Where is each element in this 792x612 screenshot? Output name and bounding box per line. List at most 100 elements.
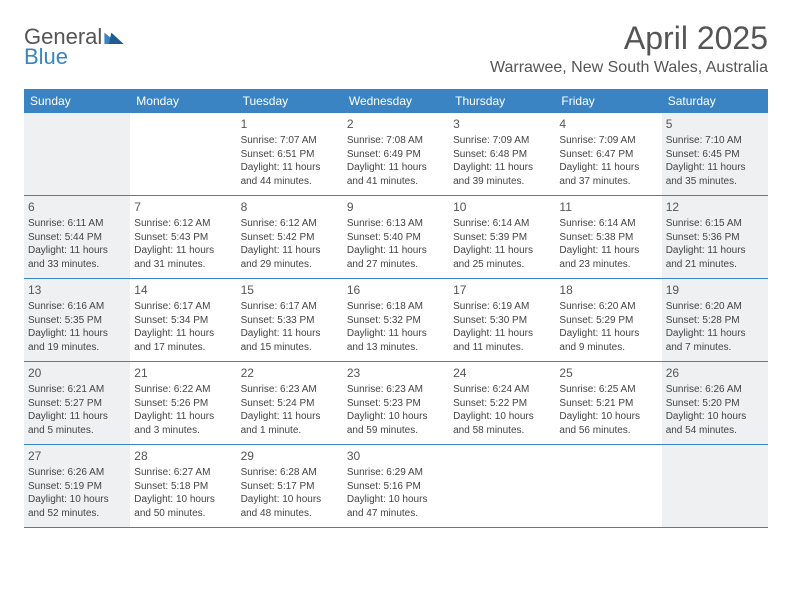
weekday-header-cell: Sunday: [24, 89, 130, 113]
day-number: 14: [134, 282, 232, 298]
sunrise-text: Sunrise: 6:19 AM: [453, 300, 551, 314]
sunset-text: Sunset: 5:23 PM: [347, 397, 445, 411]
sunrise-text: Sunrise: 7:07 AM: [241, 134, 339, 148]
calendar-day-cell: 7 Sunrise: 6:12 AMSunset: 5:43 PMDaylight…: [130, 196, 236, 278]
daylight-text: Daylight: 11 hours and 7 minutes.: [666, 327, 764, 354]
calendar-day-cell: 18Sunrise: 6:20 AMSunset: 5:29 PMDayligh…: [555, 279, 661, 361]
daylight-text: Daylight: 10 hours and 56 minutes.: [559, 410, 657, 437]
day-number: 1: [241, 116, 339, 132]
sunrise-text: Sunrise: 6:20 AM: [559, 300, 657, 314]
day-number: 10: [453, 199, 551, 215]
sunset-text: Sunset: 5:43 PM: [134, 231, 232, 245]
calendar-day-cell: 5Sunrise: 7:10 AMSunset: 6:45 PMDaylight…: [662, 113, 768, 195]
calendar-day-cell: [555, 445, 661, 527]
sunset-text: Sunset: 5:44 PM: [28, 231, 126, 245]
day-number: 8: [241, 199, 339, 215]
sunrise-text: Sunrise: 6:23 AM: [241, 383, 339, 397]
calendar-day-cell: 16Sunrise: 6:18 AMSunset: 5:32 PMDayligh…: [343, 279, 449, 361]
day-number: 13: [28, 282, 126, 298]
calendar-day-cell: 23Sunrise: 6:23 AMSunset: 5:23 PMDayligh…: [343, 362, 449, 444]
calendar-day-cell: 1Sunrise: 7:07 AMSunset: 6:51 PMDaylight…: [237, 113, 343, 195]
sunset-text: Sunset: 5:38 PM: [559, 231, 657, 245]
sunrise-text: Sunrise: 6:23 AM: [347, 383, 445, 397]
logo-triangle-icon: [104, 26, 124, 48]
sunset-text: Sunset: 5:17 PM: [241, 480, 339, 494]
calendar-week-row: 6Sunrise: 6:11 AMSunset: 5:44 PMDaylight…: [24, 196, 768, 279]
calendar-body: 1Sunrise: 7:07 AMSunset: 6:51 PMDaylight…: [24, 113, 768, 528]
day-number: 4: [559, 116, 657, 132]
sunset-text: Sunset: 5:22 PM: [453, 397, 551, 411]
calendar-day-cell: 19 Sunrise: 6:20 AMSunset: 5:28 PMDayligh…: [662, 279, 768, 361]
sunrise-text: Sunrise: 7:10 AM: [666, 134, 764, 148]
sunrise-text: Sunrise: 6:20 AM: [666, 300, 764, 314]
sunrise-text: Sunrise: 6:22 AM: [134, 383, 232, 397]
header-row: GeneralBlue April 2025 Warrawee, New Sou…: [24, 20, 768, 85]
sunset-text: Sunset: 5:28 PM: [666, 314, 764, 328]
calendar-day-cell: 22Sunrise: 6:23 AMSunset: 5:24 PMDayligh…: [237, 362, 343, 444]
sunset-text: Sunset: 6:45 PM: [666, 148, 764, 162]
sunset-text: Sunset: 5:32 PM: [347, 314, 445, 328]
day-number: 18: [559, 282, 657, 298]
daylight-text: Daylight: 11 hours and 44 minutes.: [241, 161, 339, 188]
day-number: 30: [347, 448, 445, 464]
day-number: 7: [134, 199, 232, 215]
daylight-text: Daylight: 10 hours and 47 minutes.: [347, 493, 445, 520]
day-number: 11: [559, 199, 657, 215]
daylight-text: Daylight: 11 hours and 37 minutes.: [559, 161, 657, 188]
sunset-text: Sunset: 6:48 PM: [453, 148, 551, 162]
day-number: 6: [28, 199, 126, 215]
sunrise-text: Sunrise: 6:24 AM: [453, 383, 551, 397]
sunset-text: Sunset: 5:40 PM: [347, 231, 445, 245]
sunset-text: Sunset: 5:27 PM: [28, 397, 126, 411]
sunset-text: Sunset: 5:24 PM: [241, 397, 339, 411]
sunrise-text: Sunrise: 6:27 AM: [134, 466, 232, 480]
day-number: 21: [134, 365, 232, 381]
daylight-text: Daylight: 10 hours and 58 minutes.: [453, 410, 551, 437]
sunset-text: Sunset: 5:35 PM: [28, 314, 126, 328]
sunrise-text: Sunrise: 6:12 AM: [134, 217, 232, 231]
sunrise-text: Sunrise: 6:21 AM: [28, 383, 126, 397]
sunset-text: Sunset: 5:20 PM: [666, 397, 764, 411]
day-number: 9: [347, 199, 445, 215]
day-number: 26: [666, 365, 764, 381]
sunrise-text: Sunrise: 6:14 AM: [559, 217, 657, 231]
daylight-text: Daylight: 11 hours and 3 minutes.: [134, 410, 232, 437]
day-number: 19: [666, 282, 764, 298]
daylight-text: Daylight: 11 hours and 1 minute.: [241, 410, 339, 437]
sunset-text: Sunset: 5:33 PM: [241, 314, 339, 328]
calendar-week-row: 1Sunrise: 7:07 AMSunset: 6:51 PMDaylight…: [24, 113, 768, 196]
day-number: 12: [666, 199, 764, 215]
sunrise-text: Sunrise: 6:17 AM: [241, 300, 339, 314]
calendar-day-cell: [24, 113, 130, 195]
weekday-header-cell: Thursday: [449, 89, 555, 113]
day-number: 20: [28, 365, 126, 381]
day-number: 17: [453, 282, 551, 298]
daylight-text: Daylight: 11 hours and 31 minutes.: [134, 244, 232, 271]
sunrise-text: Sunrise: 6:26 AM: [666, 383, 764, 397]
sunset-text: Sunset: 5:21 PM: [559, 397, 657, 411]
weekday-header-cell: Friday: [555, 89, 661, 113]
sunrise-text: Sunrise: 7:09 AM: [453, 134, 551, 148]
daylight-text: Daylight: 11 hours and 19 minutes.: [28, 327, 126, 354]
sunrise-text: Sunrise: 6:28 AM: [241, 466, 339, 480]
calendar-day-cell: 24 Sunrise: 6:24 AMSunset: 5:22 PMDayligh…: [449, 362, 555, 444]
daylight-text: Daylight: 10 hours and 54 minutes.: [666, 410, 764, 437]
sunset-text: Sunset: 5:18 PM: [134, 480, 232, 494]
calendar-header-row: SundayMondayTuesdayWednesdayThursdayFrid…: [24, 89, 768, 113]
day-number: 3: [453, 116, 551, 132]
day-number: 24: [453, 365, 551, 381]
day-number: 27: [28, 448, 126, 464]
sunrise-text: Sunrise: 6:17 AM: [134, 300, 232, 314]
daylight-text: Daylight: 11 hours and 17 minutes.: [134, 327, 232, 354]
daylight-text: Daylight: 11 hours and 27 minutes.: [347, 244, 445, 271]
calendar-day-cell: 13Sunrise: 6:16 AMSunset: 5:35 PMDayligh…: [24, 279, 130, 361]
sunset-text: Sunset: 5:16 PM: [347, 480, 445, 494]
day-number: 5: [666, 116, 764, 132]
calendar-day-cell: 11Sunrise: 6:14 AMSunset: 5:38 PMDayligh…: [555, 196, 661, 278]
calendar-day-cell: 9Sunrise: 6:13 AMSunset: 5:40 PMDaylight…: [343, 196, 449, 278]
calendar-day-cell: 30Sunrise: 6:29 AMSunset: 5:16 PMDayligh…: [343, 445, 449, 527]
weekday-header-cell: Saturday: [662, 89, 768, 113]
sunset-text: Sunset: 5:30 PM: [453, 314, 551, 328]
sunset-text: Sunset: 5:26 PM: [134, 397, 232, 411]
daylight-text: Daylight: 11 hours and 39 minutes.: [453, 161, 551, 188]
